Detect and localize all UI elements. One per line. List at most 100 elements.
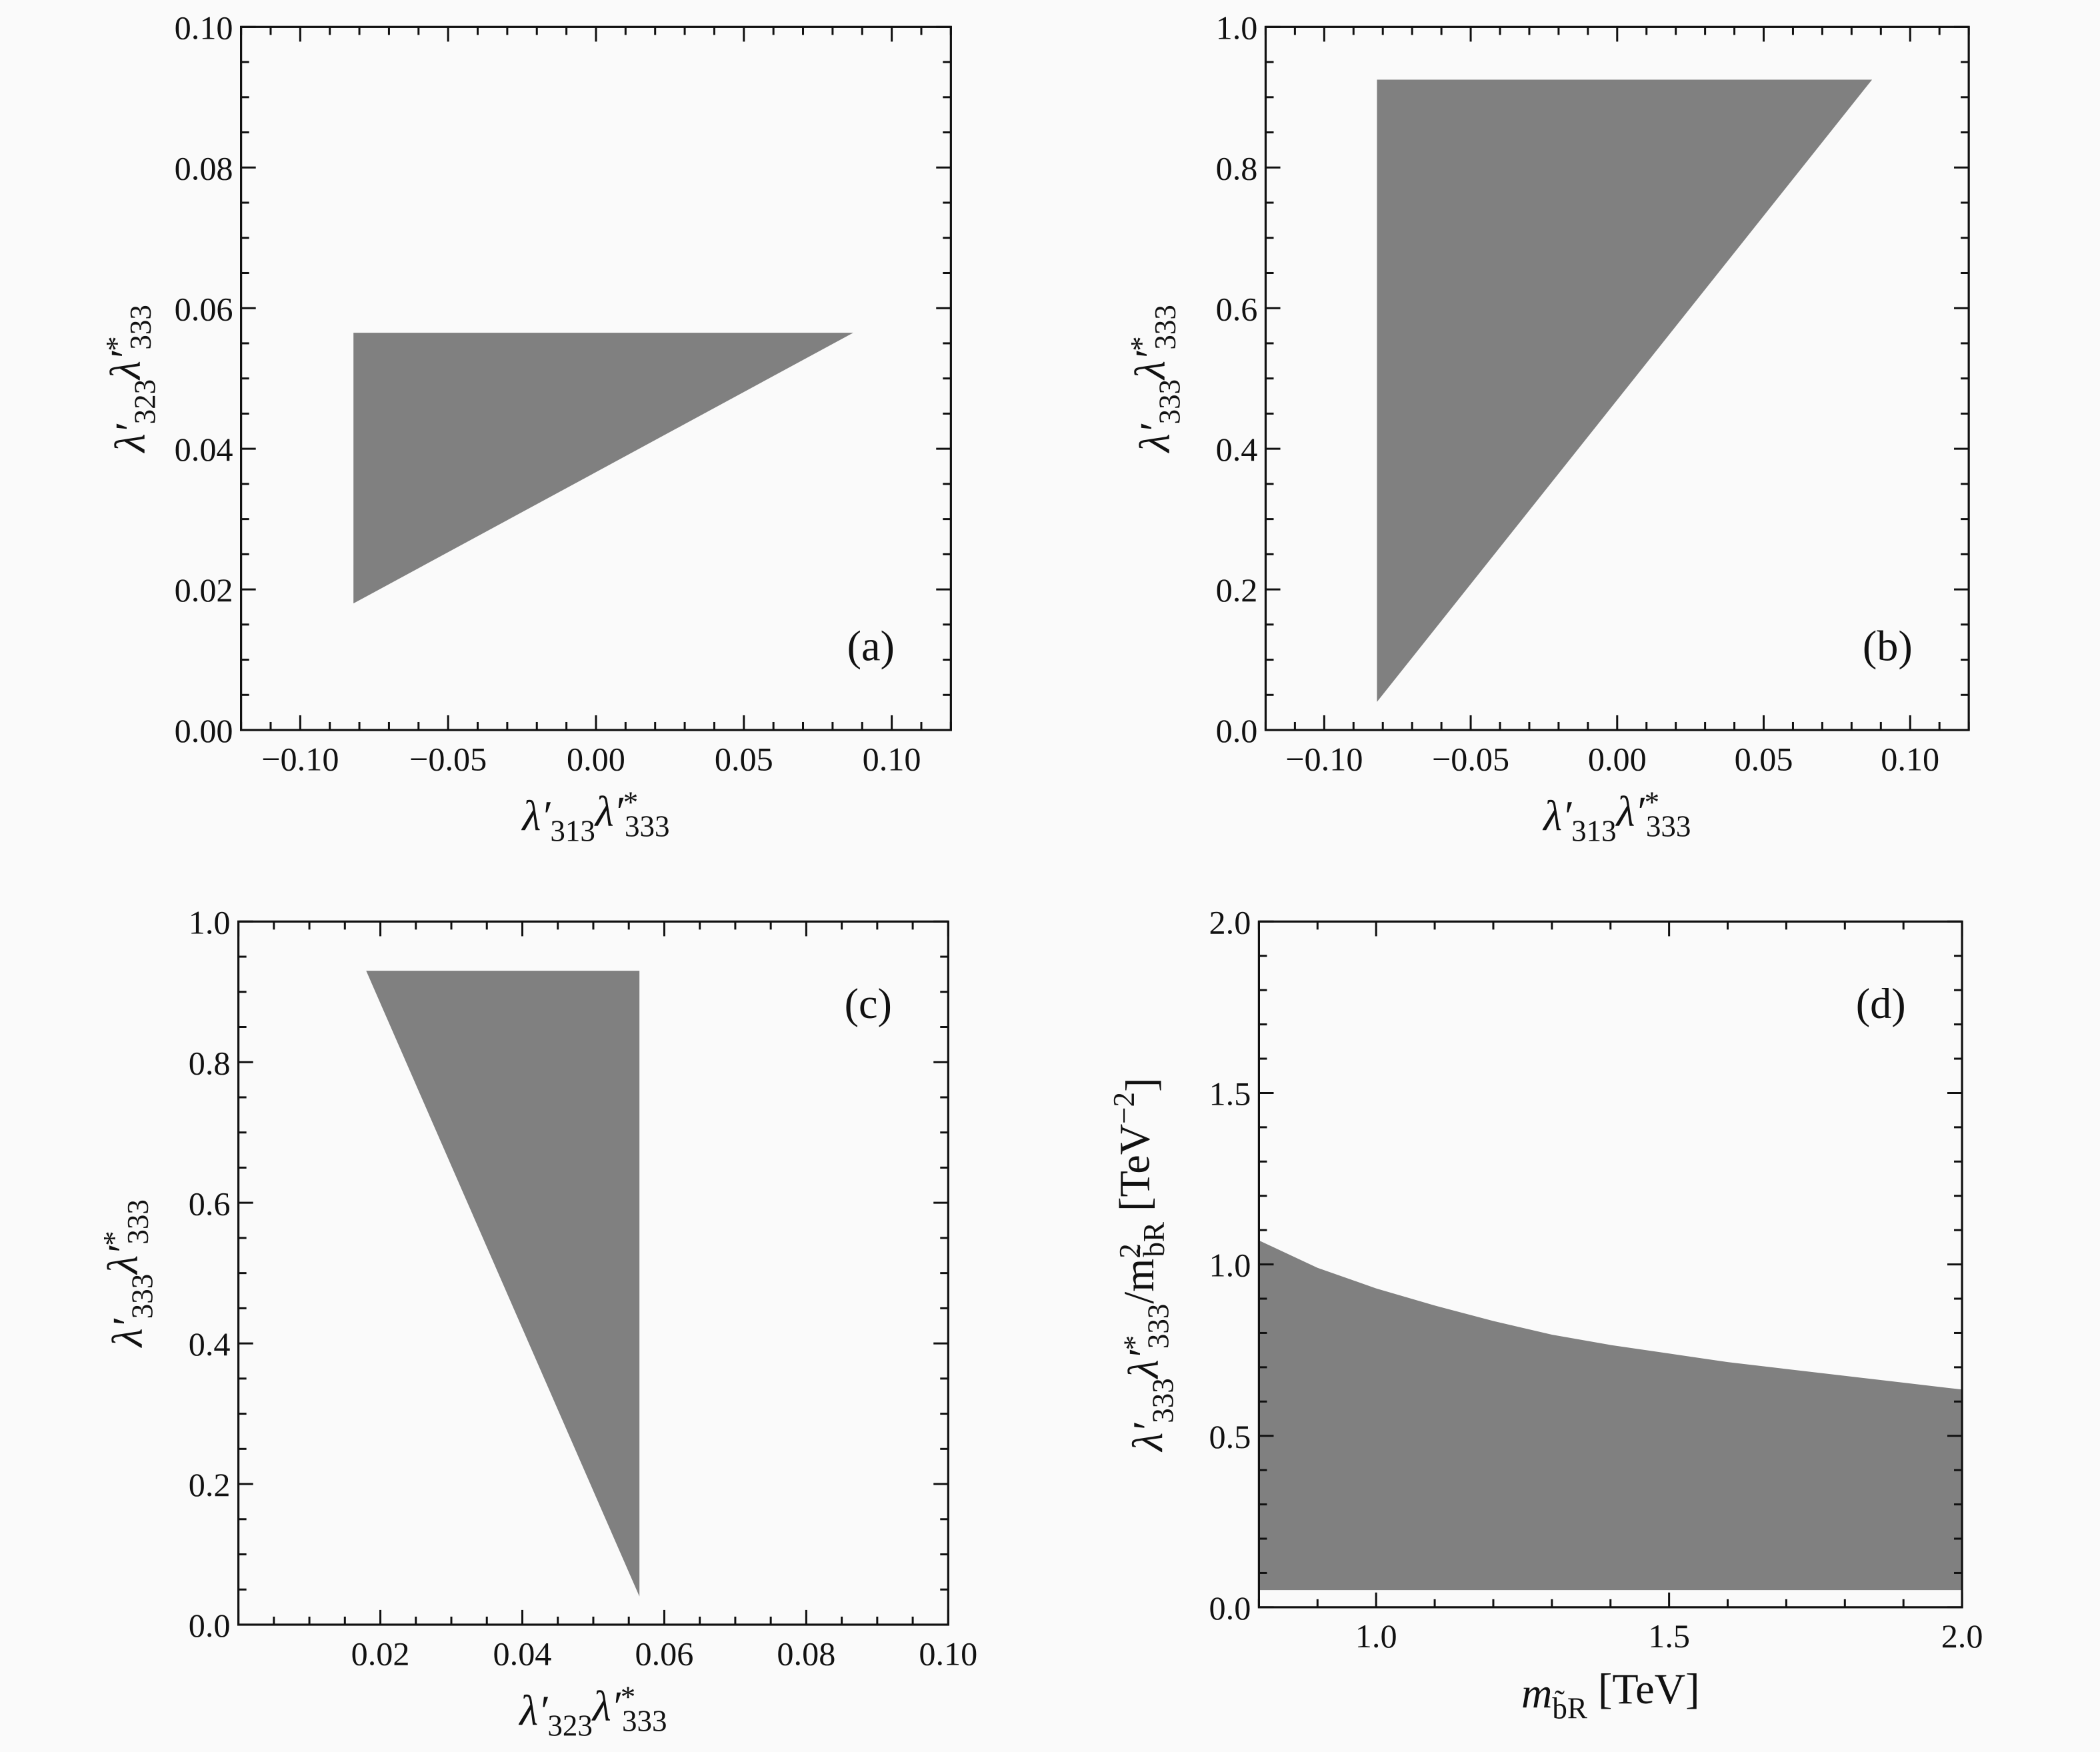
allowed-region [1259, 1240, 1963, 1591]
label-text: m [1521, 1670, 1552, 1717]
label-superscript: * [100, 336, 133, 351]
label-subscript: 333 [1646, 810, 1691, 843]
x-axis-label: λ′313​λ′*333​ [521, 786, 669, 848]
y-axis-label: λ′323​λ′*333​ [100, 305, 162, 453]
x-tick-label: −0.05 [409, 740, 487, 777]
allowed-region [366, 971, 640, 1597]
label-text: λ′ [518, 1687, 548, 1735]
y-axis-label: λ′333​λ′*333​/m2b̃R​ [TeV−2​] [1107, 1078, 1180, 1453]
label-subscript: 313 [1571, 814, 1617, 847]
label-text: [TeV] [1587, 1665, 1700, 1713]
y-tick-label: 0.0 [1209, 1589, 1251, 1627]
label-superscript: * [1125, 336, 1158, 351]
y-tick-label: 0.04 [175, 431, 233, 468]
label-subscript: 333 [622, 1705, 667, 1738]
y-tick-label: 0.2 [189, 1466, 231, 1503]
y-tick-label: 1.5 [1209, 1075, 1251, 1113]
label-subscript: 333 [625, 810, 670, 843]
y-tick-label: 0.10 [175, 9, 233, 46]
label-subscript: 323 [547, 1709, 593, 1742]
x-tick-label: 0.05 [1735, 740, 1793, 777]
y-tick-label: 0.8 [189, 1044, 231, 1081]
label-subscript: 333 [126, 1274, 159, 1319]
x-axis-label: mb̃R​ [TeV] [1521, 1665, 1700, 1725]
label-text: λ′ [521, 793, 551, 840]
y-tick-label: 0.08 [175, 149, 233, 187]
x-tick-label: 0.08 [777, 1635, 835, 1672]
x-tick-label: 0.10 [1881, 740, 1939, 777]
label-superscript: * [97, 1231, 131, 1246]
y-tick-label: 1.0 [1216, 9, 1258, 46]
panel-a: −0.10 −0.05 0.00 0.05 0.10 0.00 0.02 0.04 0.06 0.… [100, 9, 952, 848]
y-tick-label: 0.0 [189, 1607, 231, 1644]
label-text: λ′ [1131, 423, 1179, 453]
y-tick-label: 0.06 [175, 290, 233, 327]
panel-label: (a) [847, 623, 895, 670]
label-subscript: 333 [1153, 379, 1187, 424]
label-text: λ′ [1615, 788, 1645, 835]
panel-label: (b) [1863, 623, 1913, 670]
y-tick-label: 0.8 [1216, 149, 1258, 187]
label-subscript: 333 [1149, 305, 1182, 349]
label-superscript: * [623, 786, 639, 819]
y-tick-label: 0.5 [1209, 1418, 1251, 1455]
label-text: λ′ [1120, 1349, 1167, 1379]
label-subscript: b̃R [1137, 1222, 1171, 1257]
label-subscript: 313 [550, 814, 595, 847]
label-superscript: * [621, 1681, 636, 1714]
label-text: ] [1117, 1078, 1165, 1092]
x-tick-label: 0.10 [919, 1635, 977, 1672]
panel-b: −0.10 −0.05 0.00 0.05 0.10 0.0 0.2 0.4 0.6 0.8 1.0… [1125, 9, 1970, 847]
label-text: λ′ [102, 351, 149, 381]
y-axis-label: λ′333​λ′*333​ [97, 1199, 159, 1348]
y-tick-label: 1.0 [1209, 1247, 1251, 1284]
x-tick-label: 0.05 [715, 740, 773, 777]
label-text: λ′ [591, 1683, 621, 1730]
label-subscript: b̃R [1552, 1691, 1587, 1725]
x-tick-label: −0.10 [1285, 740, 1363, 777]
panel-label: (c) [845, 980, 892, 1027]
label-subscript: 333 [1147, 1378, 1180, 1423]
y-tick-label: 0.4 [189, 1325, 231, 1363]
label-text: [TeV [1111, 1124, 1159, 1222]
label-text: /m [1115, 1259, 1163, 1304]
y-tick-label: 0.6 [1216, 290, 1258, 327]
y-tick-label: 0.6 [189, 1185, 231, 1222]
label-text: λ′ [1125, 1423, 1172, 1453]
x-tick-label: 0.00 [1588, 740, 1647, 777]
x-tick-label: 0.04 [493, 1635, 552, 1672]
allowed-region [1377, 79, 1873, 702]
panel-c: 0.02 0.04 0.06 0.08 0.10 0.0 0.2 0.4 0.6 0.8 1.0 (c… [97, 903, 977, 1742]
label-subscript: 333 [121, 1199, 155, 1245]
x-axis-label: λ′323​λ′*333​ [518, 1681, 667, 1743]
y-axis-label: λ′333​λ′*333​ [1125, 305, 1187, 453]
y-tick-label: 2.0 [1209, 903, 1251, 941]
x-tick-label: 0.00 [567, 740, 625, 777]
y-tick-label: 0.0 [1216, 712, 1258, 749]
label-superscript: * [1118, 1335, 1151, 1351]
label-superscript: 2 [1113, 1243, 1147, 1259]
x-tick-label: 1.5 [1648, 1617, 1690, 1655]
y-tick-label: 0.4 [1216, 431, 1258, 468]
label-text: λ′ [107, 423, 154, 453]
label-superscript: −2 [1107, 1092, 1141, 1124]
label-subscript: 323 [129, 379, 162, 425]
label-superscript: * [1645, 786, 1660, 819]
y-tick-label: 0.00 [175, 712, 233, 749]
y-tick-label: 0.2 [1216, 571, 1258, 609]
panel-label: (d) [1856, 980, 1906, 1027]
y-tick-label: 1.0 [189, 903, 231, 941]
label-text: λ′ [104, 1318, 151, 1348]
panel-d: 1.0 1.5 2.0 0.0 0.5 1.0 1.5 2.0 (d) mb̃R​ [TeV] λ′… [1107, 903, 1983, 1725]
x-tick-label: 0.10 [863, 740, 921, 777]
label-subscript: 333 [124, 305, 157, 350]
allowed-region [353, 333, 853, 604]
x-tick-label: −0.10 [261, 740, 339, 777]
y-tick-label: 0.02 [175, 571, 233, 609]
x-tick-label: 0.06 [635, 1635, 693, 1672]
x-tick-label: 0.02 [351, 1635, 410, 1672]
x-tick-label: 1.0 [1355, 1617, 1397, 1655]
x-tick-label: −0.05 [1432, 740, 1509, 777]
label-text: λ′ [99, 1245, 147, 1275]
